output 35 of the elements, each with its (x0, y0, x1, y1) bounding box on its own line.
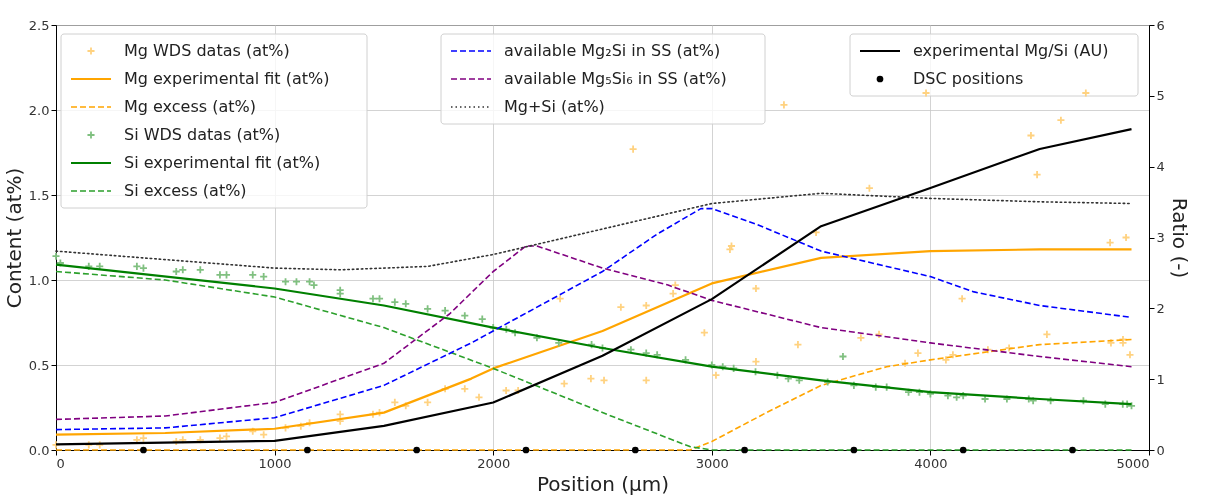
line-series (55, 338, 1133, 451)
y-tick-label: 1.0 (28, 272, 50, 288)
y2-tick-label: 0 (1156, 442, 1165, 458)
legend-label: Mg excess (at%) (124, 97, 256, 116)
y2-tick-label: 6 (1156, 17, 1165, 33)
y-tick-label: 0.0 (28, 442, 50, 458)
y-tick-label: 2.5 (28, 17, 50, 33)
y2-tick-label: 5 (1156, 88, 1165, 104)
legend-label: Si experimental fit (at%) (124, 153, 321, 172)
legend-label: Mg experimental fit (at%) (124, 69, 330, 88)
legend-label: Mg+Si (at%) (504, 97, 605, 116)
y-tick-label: 2.0 (28, 102, 50, 118)
y2-tick-label: 1 (1156, 371, 1165, 387)
y-tick-label: 0.5 (28, 357, 50, 373)
x-axis-title: Position (µm) (536, 471, 670, 495)
x-tick-label: 0 (56, 455, 65, 471)
line-series (55, 270, 1133, 451)
x-tick-label: 5000 (1116, 455, 1150, 471)
legend-label: experimental Mg/Si (AU) (913, 41, 1109, 60)
y2-axis-title: Ratio (-) (1167, 197, 1192, 279)
legend-label: Mg WDS datas (at%) (124, 41, 290, 60)
x-tick-label: 1000 (258, 455, 292, 471)
legend-label: DSC positions (913, 69, 1024, 88)
y-tick-label: 1.5 (28, 187, 50, 203)
x-tick-label: 2000 (477, 455, 511, 471)
legend-label: Si WDS datas (at%) (124, 125, 281, 144)
legend-label: available Mg₅Si₆ in SS (at%) (504, 69, 727, 88)
y2-tick-label: 4 (1156, 159, 1165, 175)
x-tick-label: 3000 (695, 455, 729, 471)
y-axis-title: Content (at%) (1, 167, 26, 309)
legend-label: Si excess (at%) (124, 181, 247, 200)
x-tick-label: 4000 (914, 455, 948, 471)
legend-label: available Mg₂Si in SS (at%) (504, 41, 721, 60)
y2-tick-label: 2 (1156, 300, 1165, 316)
y2-tick-label: 3 (1156, 230, 1165, 245)
